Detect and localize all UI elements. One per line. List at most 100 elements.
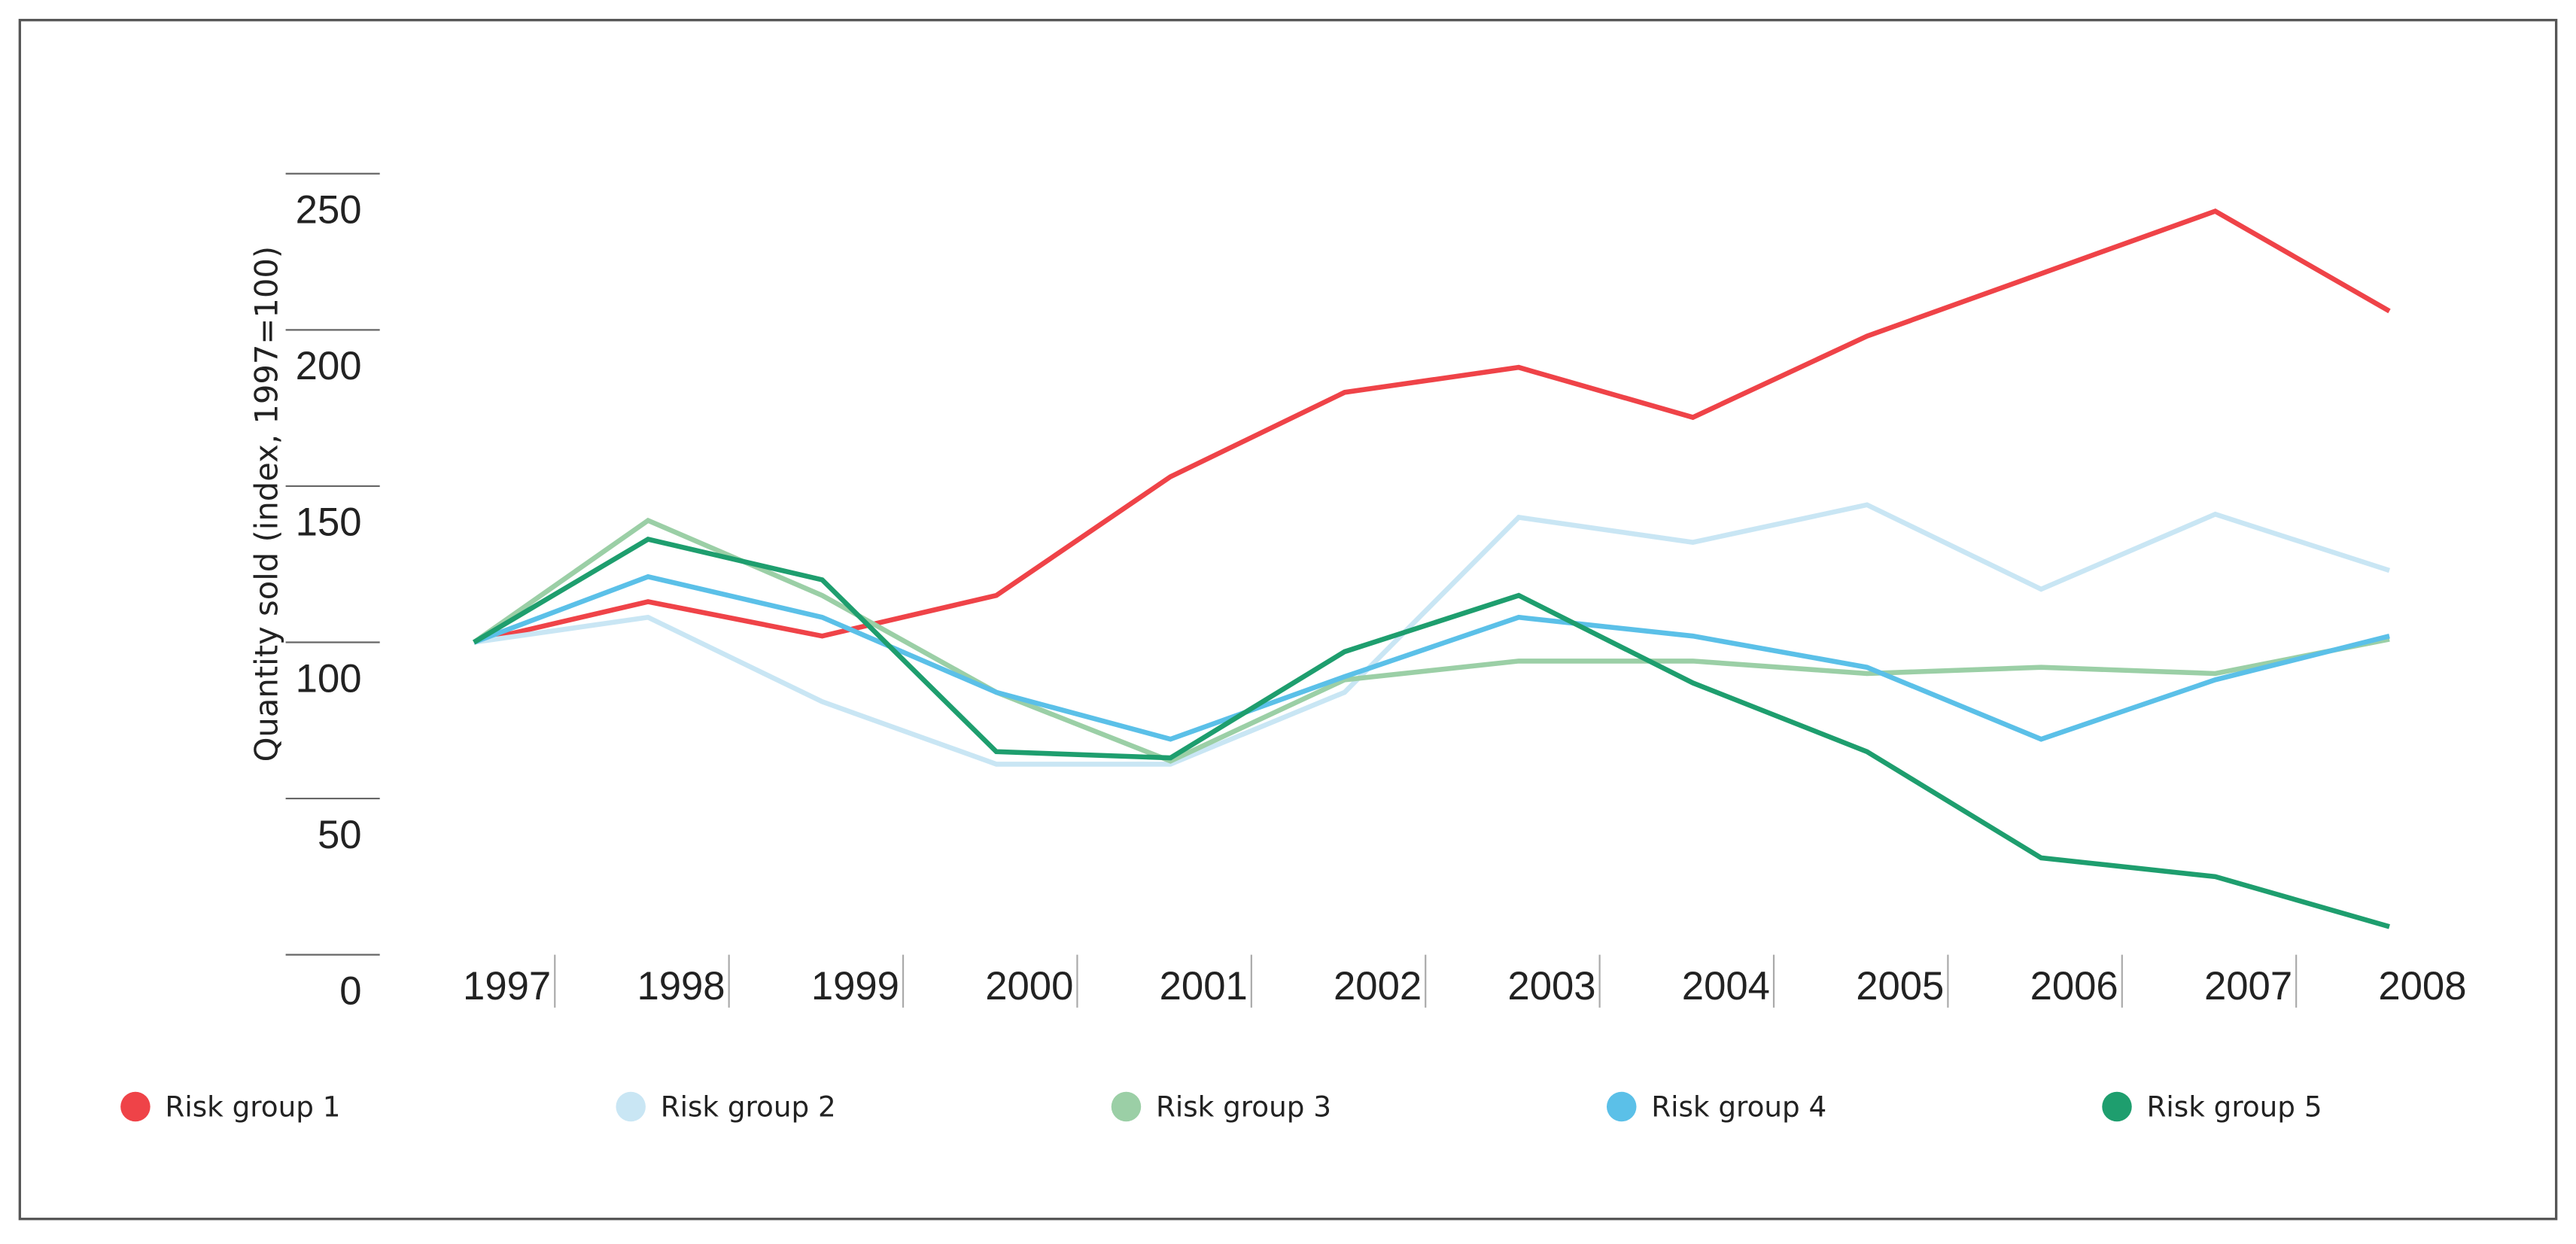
data-point (820, 699, 825, 704)
x-tick-label: 2007 (2204, 964, 2292, 1008)
data-point (1342, 649, 1347, 655)
legend-item: Risk group 3 (1111, 1090, 1331, 1124)
data-point (1342, 390, 1347, 395)
data-point (1516, 365, 1522, 370)
y-tick-label: 250 (296, 188, 362, 233)
data-point (1168, 756, 1173, 761)
series-2 (473, 502, 2392, 767)
data-point (2213, 677, 2218, 683)
series-1 (473, 208, 2392, 645)
legend-swatch-icon (1606, 1091, 1637, 1122)
legend: Risk group 1 Risk group 2 Risk group 3 Risk… (120, 1090, 2322, 1124)
series-line (472, 517, 2390, 764)
legend-swatch-icon (2102, 1091, 2132, 1122)
data-point (2387, 634, 2392, 639)
data-point (1690, 415, 1696, 420)
legend-swatch-icon (120, 1091, 151, 1122)
data-point (1865, 671, 1870, 677)
data-point (2213, 671, 2218, 677)
x-tick-label: 1998 (637, 964, 725, 1008)
data-point (646, 615, 651, 620)
series-3 (472, 517, 2390, 764)
x-axis: 1997 1998 1999 2000 2001 2002 2003 2004 2005 2006… (463, 954, 2467, 1008)
x-tick-label: 2001 (1160, 964, 1248, 1008)
data-point (1516, 658, 1522, 664)
data-point (2213, 512, 2218, 517)
x-tick-label: 2000 (985, 964, 1073, 1008)
y-tick-label: 0 (339, 969, 361, 1013)
legend-swatch-icon (1111, 1091, 1142, 1122)
data-point (994, 749, 999, 754)
data-point (646, 574, 651, 579)
data-point (2213, 208, 2218, 214)
data-point (1342, 690, 1347, 695)
legend-item: Risk group 5 (2102, 1090, 2322, 1124)
data-point (1865, 333, 1870, 339)
data-point (1690, 658, 1696, 664)
data-point (2387, 309, 2392, 314)
data-point (2039, 665, 2044, 670)
data-point (1865, 503, 1870, 508)
legend-item: Risk group 4 (1606, 1090, 1826, 1124)
data-point (1342, 674, 1347, 680)
series-4 (473, 573, 2392, 742)
data-point (994, 762, 999, 767)
legend-swatch-icon (616, 1091, 646, 1122)
data-point (2387, 924, 2392, 929)
data-point (1516, 615, 1522, 620)
y-axis: 0 50 100 150 200 250 (285, 172, 380, 1013)
x-tick-label: 2003 (1507, 964, 1595, 1008)
data-point (820, 593, 825, 598)
data-point (646, 599, 651, 604)
x-tick-label: 2006 (2030, 964, 2118, 1008)
x-tick-label: 1999 (811, 964, 899, 1008)
data-point (471, 640, 476, 645)
y-tick-label: 100 (296, 656, 362, 701)
legend-label: Risk group 1 (165, 1090, 340, 1124)
x-tick-label: 1997 (463, 964, 551, 1008)
series-line (473, 502, 2391, 767)
legend-item: Risk group 2 (616, 1090, 836, 1124)
x-tick-label: 2004 (1682, 964, 1770, 1008)
data-point (994, 593, 999, 598)
legend-label: Risk group 5 (2147, 1090, 2322, 1124)
data-point (646, 518, 651, 523)
series-line (473, 573, 2390, 742)
y-axis-title: Quantity sold (index, 1997=100) (248, 246, 285, 762)
data-point (2039, 737, 2044, 742)
data-point (1516, 515, 1522, 520)
legend-label: Risk group 3 (1156, 1090, 1331, 1124)
legend-item: Risk group 1 (120, 1090, 341, 1124)
data-point (1168, 474, 1173, 479)
data-point (1690, 540, 1696, 545)
data-point (1865, 749, 1870, 754)
data-point (1690, 680, 1696, 686)
series-5 (471, 536, 2392, 929)
data-point (820, 615, 825, 620)
legend-label: Risk group 2 (661, 1090, 836, 1124)
legend-label: Risk group 4 (1651, 1090, 1826, 1124)
series-line (473, 536, 2390, 929)
data-point (1516, 593, 1522, 598)
data-point (2039, 856, 2044, 861)
data-point (2213, 874, 2218, 880)
plot-area (471, 208, 2392, 929)
data-point (1690, 634, 1696, 639)
series-line (473, 208, 2391, 645)
data-point (2387, 568, 2392, 573)
chart-frame (18, 19, 2558, 1221)
y-tick-label: 200 (296, 344, 362, 388)
data-point (820, 634, 825, 639)
data-point (994, 690, 999, 695)
x-tick-label: 2008 (2378, 964, 2466, 1008)
y-tick-label: 150 (296, 500, 362, 545)
x-tick-label: 2002 (1334, 964, 1422, 1008)
data-point (1168, 737, 1173, 742)
y-tick-label: 50 (318, 813, 362, 857)
data-point (820, 577, 825, 582)
data-point (2039, 587, 2044, 592)
data-point (2039, 271, 2044, 276)
x-tick-label: 2005 (1856, 964, 1944, 1008)
data-point (646, 537, 651, 542)
